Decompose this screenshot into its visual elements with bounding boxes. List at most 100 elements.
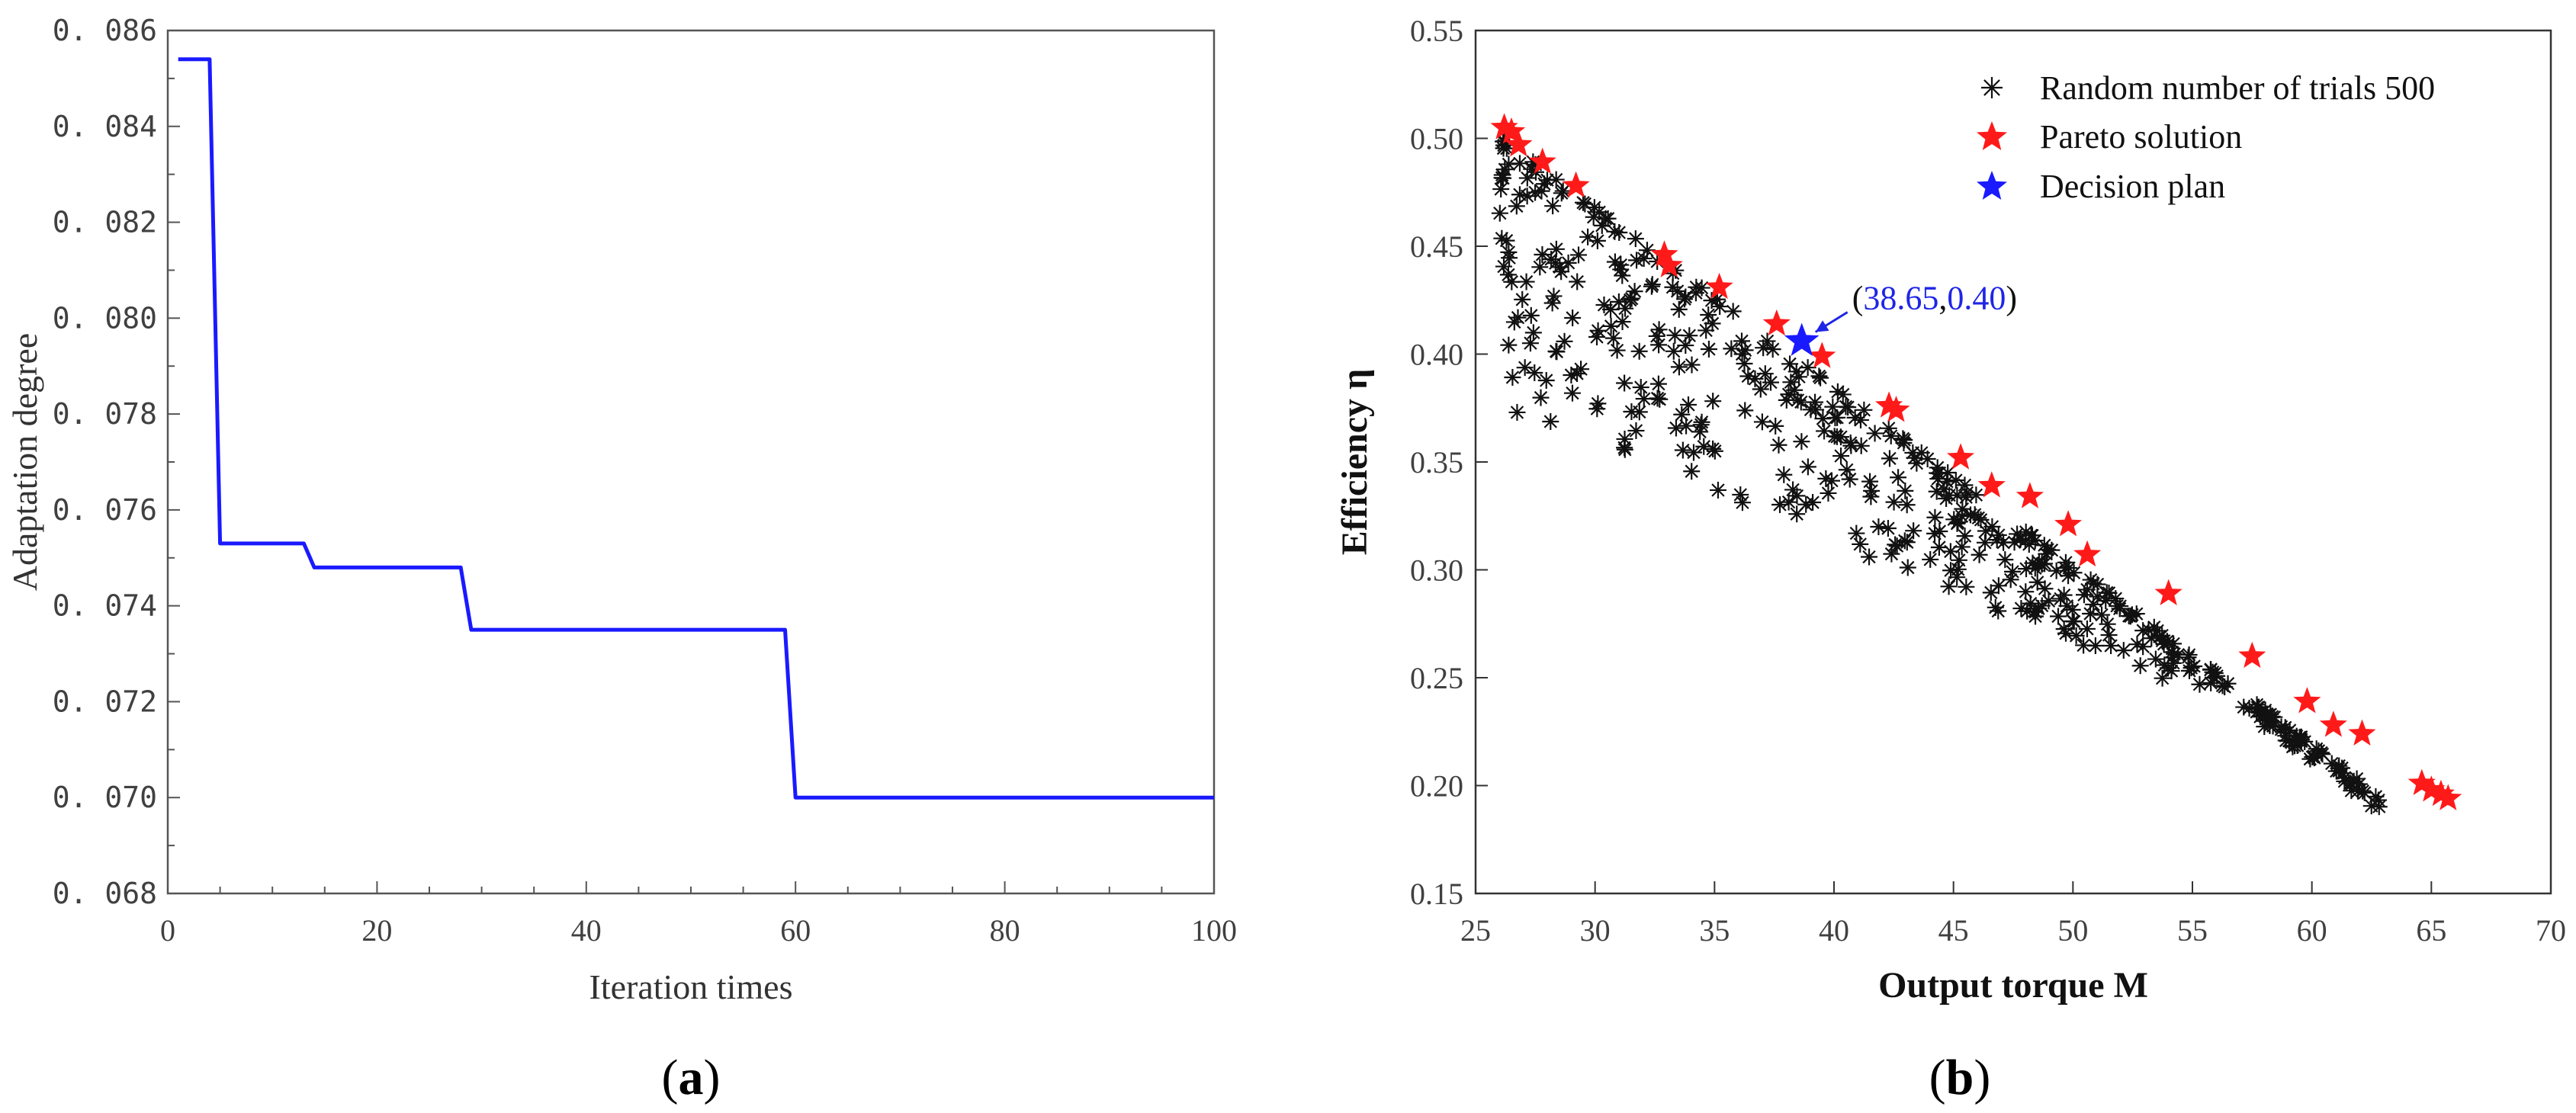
random-trial-point <box>2093 606 2111 624</box>
random-trial-point <box>1898 496 1916 514</box>
random-trial-point <box>2067 627 2085 644</box>
random-trial-point <box>2122 608 2139 625</box>
random-trial-point <box>2147 650 2164 668</box>
random-trial-point <box>1542 412 1559 430</box>
random-trial-point <box>1791 368 1808 386</box>
random-trial-point <box>1799 458 1816 476</box>
random-trial-point <box>1648 327 1665 345</box>
pareto-point <box>1808 342 1836 368</box>
random-trial-point <box>2064 601 2081 618</box>
random-trial-point <box>2191 675 2208 693</box>
random-trial-point <box>1545 287 1563 305</box>
random-trial-point <box>1899 559 1916 576</box>
random-trial-point <box>1606 223 1624 240</box>
random-trial-point <box>2219 675 2237 692</box>
pareto-point <box>2427 779 2455 807</box>
random-trial-point <box>1881 450 1898 467</box>
random-trial-point <box>2134 638 2152 656</box>
panel-a-y-tick-label: 0. 084 <box>53 110 157 143</box>
random-trial-point <box>1704 440 1722 457</box>
random-trial-point <box>1826 409 1844 427</box>
random-trial-point <box>1626 283 1643 300</box>
random-trial-point <box>1940 578 1958 595</box>
panel-a-y-tick-label: 0. 070 <box>53 781 157 814</box>
random-trial-point <box>1650 336 1668 354</box>
panel-b-letter: b <box>1946 1050 1974 1105</box>
panel-a-x-tick-label: 60 <box>780 913 811 948</box>
panel-b-frame <box>1474 29 2552 895</box>
random-trial-point <box>1704 393 1722 410</box>
random-trial-point <box>2186 657 2203 675</box>
pareto-point <box>2434 784 2462 810</box>
random-trial-point <box>1678 417 1695 435</box>
random-trial-point <box>1829 383 1846 400</box>
random-trial-point <box>2166 645 2183 662</box>
panel-b-x-tick-label: 60 <box>2297 913 2327 948</box>
random-trial-point <box>1771 496 1789 513</box>
random-trial-point <box>1608 342 1626 359</box>
pareto-point <box>1705 272 1733 300</box>
random-trial-point <box>1824 398 1842 415</box>
random-trial-point <box>1967 486 1985 504</box>
panel-a-x-tick-label: 20 <box>361 913 392 948</box>
random-trial-point <box>1511 186 1528 204</box>
pareto-point <box>1650 240 1678 267</box>
random-trial-point <box>1616 374 1633 392</box>
random-trial-point <box>1681 327 1698 345</box>
random-trial-point <box>1852 411 1869 428</box>
random-trial-point <box>1531 258 1549 276</box>
random-trial-point <box>2086 637 2104 655</box>
random-trial-point <box>2296 733 2314 750</box>
pareto-point <box>1562 171 1590 198</box>
pareto-point <box>1977 471 2006 498</box>
annotation-label: (38.65,0.40) <box>1852 280 2017 317</box>
random-trial-point <box>1922 550 1939 568</box>
random-trial-point <box>1700 306 1717 324</box>
legend-asterisk <box>1981 77 2003 98</box>
pareto-point <box>2154 579 2183 605</box>
pareto-point <box>2073 540 2102 567</box>
random-trial-point <box>1956 528 1974 545</box>
random-trial-point <box>1643 277 1660 295</box>
random-trial-point <box>1926 508 1944 526</box>
pareto-point <box>2348 719 2376 746</box>
random-trial-point <box>1680 396 1698 413</box>
pareto-point <box>1490 113 1518 140</box>
random-trial-point <box>1736 402 1754 419</box>
random-trial-point <box>2248 696 2266 714</box>
panel-b-y-tick-label: 0.50 <box>1410 122 1463 156</box>
panel-b-x-axis-label: Output torque M <box>1878 965 2148 1006</box>
random-trial-point <box>1508 197 1525 215</box>
random-trial-point <box>1953 508 1971 525</box>
random-trial-point <box>1493 229 1511 247</box>
random-trial-point <box>1724 303 1742 320</box>
random-trial-point <box>2204 663 2221 681</box>
random-trial-point <box>1817 470 1835 487</box>
panel-b-x-tick-label: 45 <box>1938 913 1969 948</box>
random-trial-point <box>1521 335 1539 352</box>
random-trial-point <box>1692 416 1710 434</box>
legend-marker-pareto <box>1977 121 2007 150</box>
random-trial-point <box>1564 309 1582 326</box>
random-trial-point <box>1500 156 1518 173</box>
random-trial-point <box>1604 329 1622 347</box>
panel-b-y-tick-label: 0.30 <box>1410 553 1463 588</box>
random-trial-point <box>2065 564 2083 582</box>
random-trial-point <box>1746 370 1764 387</box>
annotation-arrowhead <box>1815 320 1829 332</box>
random-trial-point <box>1703 292 1720 310</box>
random-trial-point <box>1839 399 1857 416</box>
legend-blue-star <box>1977 171 2007 200</box>
random-trial-point <box>2343 782 2360 800</box>
random-trial-point <box>1638 242 1656 259</box>
random-trial-point <box>1733 494 1751 512</box>
random-trial-point <box>1996 551 2014 569</box>
random-trial-point <box>1930 464 1948 482</box>
random-trial-point <box>2057 624 2075 642</box>
panel-a-y-tick-label: 0. 082 <box>53 206 157 239</box>
random-trial-point <box>1534 245 1551 263</box>
random-trial-point <box>1514 290 1531 308</box>
random-trial-point <box>1767 417 1784 435</box>
random-trial-point <box>1764 341 1781 358</box>
